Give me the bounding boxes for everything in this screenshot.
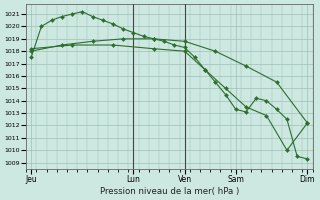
X-axis label: Pression niveau de la mer( hPa ): Pression niveau de la mer( hPa )	[100, 187, 239, 196]
